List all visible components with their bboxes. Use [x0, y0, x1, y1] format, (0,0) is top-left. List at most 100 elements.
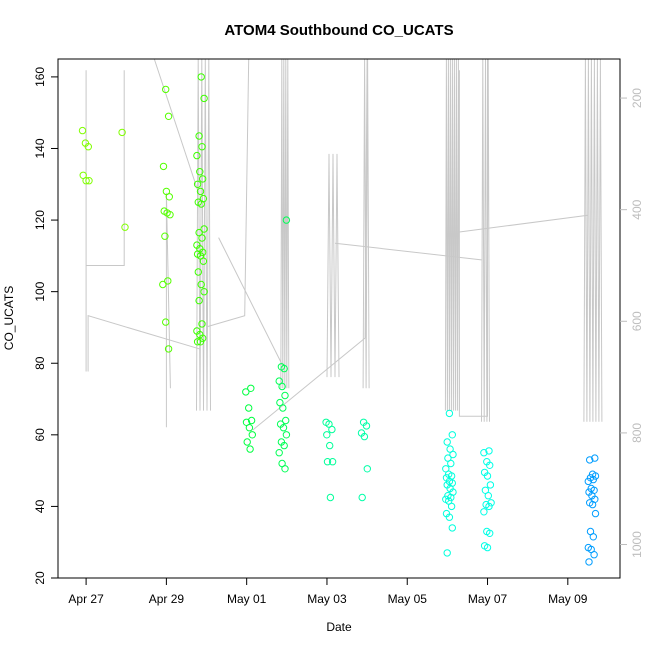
- data-point: [447, 459, 455, 468]
- data-point: [281, 391, 289, 400]
- data-point: [323, 431, 331, 439]
- y-axis: 20 40 60 80 100 120 140 160: [33, 67, 58, 585]
- data-point: [279, 424, 288, 432]
- pressure-line: [218, 237, 284, 367]
- pressure-profile: [85, 58, 603, 431]
- data-point: [196, 338, 205, 346]
- x-tick-label: Apr 27: [68, 592, 104, 606]
- pressure-line: [196, 58, 211, 411]
- data-point: [360, 432, 369, 441]
- data-point: [586, 456, 594, 464]
- data-point: [485, 447, 493, 455]
- data-point: [200, 225, 208, 233]
- data-point: [161, 232, 169, 240]
- data-point: [78, 126, 87, 135]
- x-tick-label: May 09: [548, 592, 588, 606]
- data-point: [362, 422, 371, 430]
- data-point: [486, 529, 494, 537]
- data-point: [194, 268, 203, 276]
- data-point: [483, 472, 492, 480]
- data-point: [198, 320, 206, 328]
- pressure-line: [206, 58, 250, 328]
- data-point: [162, 85, 170, 94]
- data-point: [195, 132, 203, 140]
- data-point: [243, 438, 251, 446]
- data-point: [197, 280, 205, 289]
- data-point: [585, 558, 593, 566]
- data-point: [448, 431, 456, 439]
- pressure-line: [459, 214, 588, 233]
- data-point: [282, 416, 290, 425]
- data-point: [121, 223, 129, 231]
- data-point: [197, 73, 205, 81]
- pressure-line: [280, 58, 290, 389]
- data-point: [591, 454, 599, 462]
- x-tick-label: Apr 29: [149, 592, 185, 606]
- data-point: [443, 438, 451, 446]
- data-point: [484, 492, 492, 500]
- x-tick-label: May 05: [388, 592, 428, 606]
- data-point: [589, 533, 597, 541]
- data-point: [198, 234, 206, 242]
- data-point: [247, 384, 255, 392]
- data-point: [584, 477, 592, 486]
- data-point: [279, 404, 287, 412]
- pressure-line: [583, 58, 603, 422]
- data-point: [200, 94, 208, 103]
- data-point: [363, 465, 371, 473]
- data-point: [485, 502, 493, 511]
- data-point: [480, 449, 488, 457]
- pressure-line: [153, 58, 199, 194]
- data-point: [198, 143, 206, 151]
- data-point: [591, 472, 600, 480]
- data-point: [445, 409, 454, 418]
- data-point: [242, 388, 250, 396]
- y-tick-label: 40: [33, 499, 47, 513]
- data-point: [164, 345, 173, 353]
- x-tick-label: May 01: [227, 592, 267, 606]
- x-tick-label: May 07: [468, 592, 508, 606]
- data-point: [248, 431, 257, 439]
- y-tick-label: 140: [33, 138, 47, 158]
- data-point: [282, 216, 291, 224]
- data-point: [328, 458, 337, 466]
- data-point: [245, 424, 254, 432]
- pressure-line: [252, 58, 368, 431]
- data-point: [487, 499, 495, 507]
- pressure-line: [165, 192, 171, 428]
- data-point: [589, 475, 597, 484]
- plot-frame: [57, 58, 621, 579]
- data-point: [449, 450, 457, 459]
- data-point: [159, 280, 167, 289]
- data-point: [591, 509, 600, 518]
- pressure-line: [444, 58, 460, 411]
- data-point: [199, 248, 207, 257]
- pressure-line: [481, 58, 490, 422]
- y-axis-label: CO_UCATS: [2, 286, 16, 350]
- data-point: [280, 441, 288, 450]
- data-point: [164, 112, 173, 121]
- y-tick-label: 60: [33, 428, 47, 442]
- data-point: [82, 177, 90, 185]
- data-point: [196, 168, 204, 176]
- data-point: [323, 458, 332, 466]
- data-point: [483, 543, 492, 552]
- data-point: [326, 493, 335, 502]
- data-point: [197, 200, 205, 208]
- x-axis: Apr 27 Apr 29 May 01 May 03 May 05 May 07 May …: [68, 577, 588, 606]
- y-tick-label: 80: [33, 356, 47, 370]
- data-point: [193, 151, 201, 160]
- data-point: [358, 493, 366, 502]
- data-point: [281, 465, 289, 473]
- data-point: [326, 441, 334, 450]
- right-tick-label: 200: [630, 88, 644, 108]
- right-tick-label: 1000: [630, 531, 644, 558]
- data-point: [195, 296, 203, 305]
- data-point: [328, 425, 336, 434]
- data-point: [486, 461, 494, 469]
- right-tick-label: 600: [630, 311, 644, 331]
- data-point: [280, 364, 288, 373]
- data-point: [196, 187, 205, 196]
- data-point: [85, 177, 93, 185]
- data-point: [282, 431, 291, 439]
